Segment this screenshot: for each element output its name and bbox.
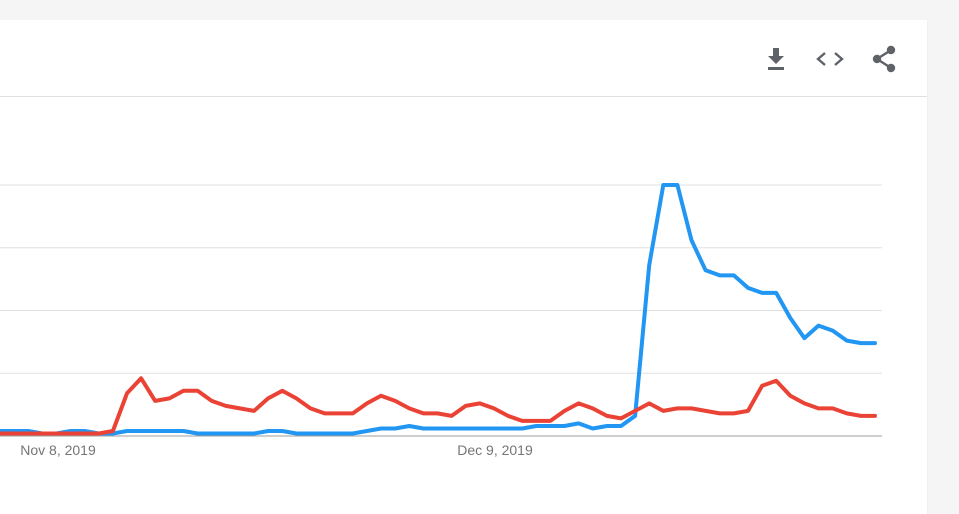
embed-code-icon (816, 52, 844, 66)
share-icon (872, 45, 896, 73)
series-line-1 (0, 183, 877, 436)
chart-grid (0, 184, 882, 437)
series-line-2 (0, 376, 877, 436)
x-axis-ticks: Nov 8, 2019 Dec 9, 2019 (20, 442, 533, 458)
chart-series (0, 183, 877, 436)
embed-button[interactable] (815, 42, 845, 76)
x-tick-label: Dec 9, 2019 (457, 442, 533, 458)
download-icon (768, 48, 784, 70)
download-button[interactable] (761, 42, 791, 76)
chart-toolbar (0, 20, 927, 97)
x-tick-label: Nov 8, 2019 (20, 442, 96, 458)
share-button[interactable] (869, 42, 899, 76)
